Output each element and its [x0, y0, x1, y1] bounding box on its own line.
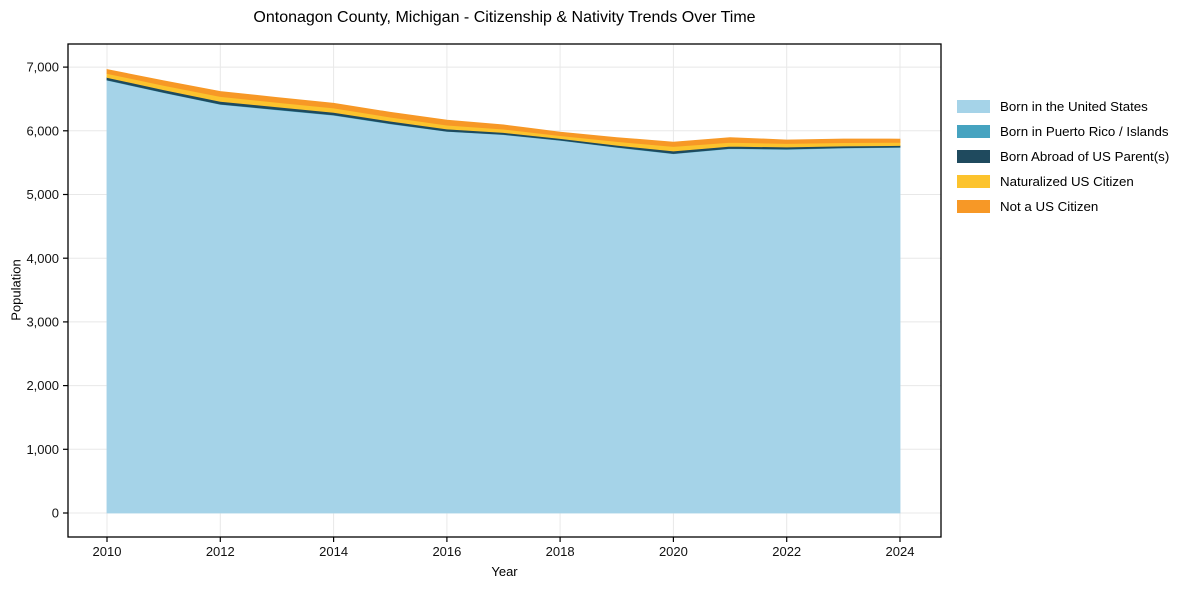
legend-swatch: [957, 175, 990, 188]
x-tick-label: 2020: [659, 544, 688, 559]
legend-label: Not a US Citizen: [1000, 199, 1099, 214]
chart-title: Ontonagon County, Michigan - Citizenship…: [253, 9, 756, 26]
y-tick-label: 0: [52, 506, 59, 521]
legend-item: Naturalized US Citizen: [957, 174, 1169, 189]
x-axis-label: Year: [491, 564, 518, 579]
y-axis: 0 1,000 2,000 3,000 4,000 5,000 6,000 7,000: [26, 60, 68, 521]
x-tick-label: 2010: [93, 544, 122, 559]
x-tick-label: 2012: [206, 544, 235, 559]
legend-label: Born in Puerto Rico / Islands: [1000, 124, 1169, 139]
legend-label: Born Abroad of US Parent(s): [1000, 149, 1170, 164]
legend-item: Born Abroad of US Parent(s): [957, 149, 1169, 164]
legend-item: Not a US Citizen: [957, 199, 1169, 214]
legend-item: Born in Puerto Rico / Islands: [957, 124, 1169, 139]
legend: Born in the United States Born in Puerto …: [957, 99, 1169, 214]
x-tick-label: 2016: [432, 544, 461, 559]
y-tick-label: 1,000: [26, 442, 59, 457]
y-tick-label: 4,000: [26, 251, 59, 266]
plot-border: [67, 43, 942, 538]
x-axis: 2010 2012 2014 2016 2018 2020 2022 2024: [93, 537, 915, 559]
legend-label: Naturalized US Citizen: [1000, 174, 1134, 189]
y-tick-label: 2,000: [26, 378, 59, 393]
legend-item: Born in the United States: [957, 99, 1169, 114]
legend-swatch: [957, 150, 990, 163]
x-tick-label: 2014: [319, 544, 348, 559]
legend-swatch: [957, 100, 990, 113]
y-tick-label: 7,000: [26, 60, 59, 75]
x-tick-label: 2024: [886, 544, 915, 559]
area-not-a-us-citizen: [106, 69, 901, 147]
y-tick-label: 6,000: [26, 123, 59, 138]
y-axis-label: Population: [8, 259, 24, 321]
y-tick-label: 5,000: [26, 187, 59, 202]
y-tick-label: 3,000: [26, 315, 59, 330]
legend-label: Born in the United States: [1000, 99, 1148, 114]
x-tick-label: 2018: [546, 544, 575, 559]
legend-swatch: [957, 125, 990, 138]
stacked-areas: [106, 69, 901, 514]
legend-swatch: [957, 200, 990, 213]
x-tick-label: 2022: [772, 544, 801, 559]
